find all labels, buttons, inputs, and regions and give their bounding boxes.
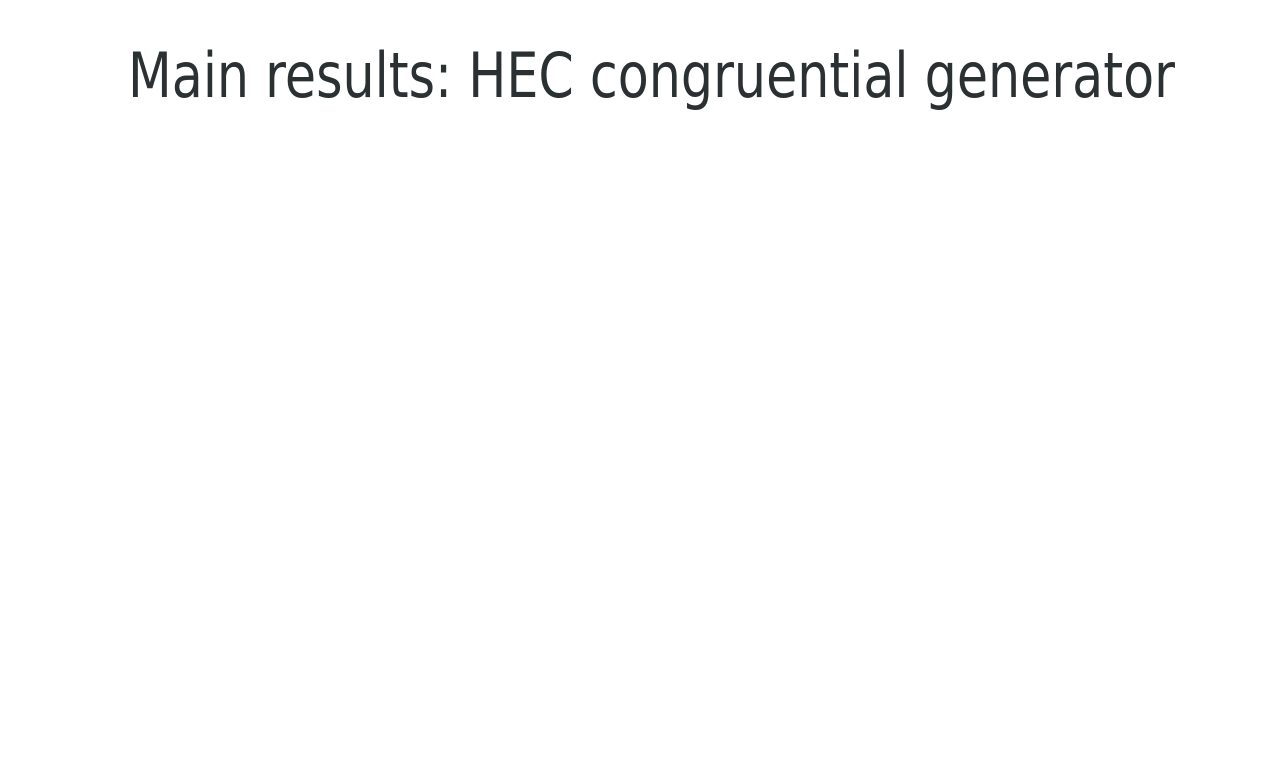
slide-title: Main results: HEC congruential generator — [128, 39, 1175, 112]
